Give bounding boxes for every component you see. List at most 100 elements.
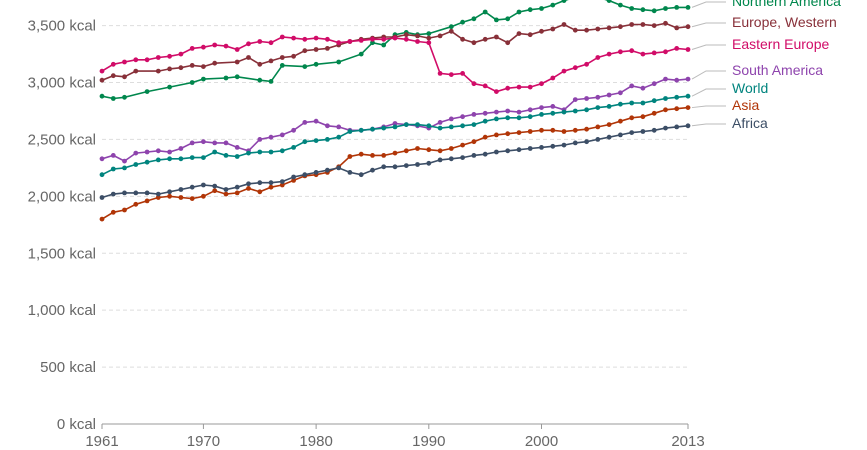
data-point: [674, 25, 680, 31]
data-point: [584, 61, 589, 67]
data-point: [561, 22, 567, 27]
data-point: [516, 109, 522, 115]
data-point: [370, 40, 375, 46]
data-point: [122, 158, 127, 164]
data-point: [527, 114, 533, 120]
data-point: [257, 189, 263, 195]
data-point: [561, 68, 567, 74]
data-point: [640, 7, 646, 13]
data-point: [358, 127, 364, 133]
data-point: [651, 8, 657, 14]
data-point: [110, 209, 116, 215]
data-point: [685, 5, 691, 10]
data-point: [99, 195, 105, 200]
data-point: [99, 77, 105, 83]
data-point: [279, 34, 285, 40]
data-point: [370, 167, 375, 173]
data-point: [212, 183, 218, 189]
data-point: [584, 27, 589, 33]
data-point: [618, 90, 623, 96]
data-point: [246, 55, 251, 60]
data-point: [212, 42, 218, 48]
data-point: [347, 39, 353, 44]
data-point: [629, 100, 635, 106]
data-point: [618, 2, 623, 8]
data-point: [246, 150, 251, 156]
data-point: [403, 32, 409, 38]
data-point: [279, 179, 285, 185]
data-point: [539, 6, 544, 11]
data-point: [336, 134, 342, 140]
data-point: [437, 120, 443, 125]
data-point: [392, 121, 398, 126]
data-point: [122, 190, 127, 196]
data-point: [629, 83, 635, 89]
data-point: [201, 76, 206, 82]
data-point: [516, 9, 522, 15]
data-point: [291, 127, 296, 133]
data-point: [572, 65, 578, 71]
data-point: [494, 109, 499, 115]
label-leader-line: [691, 105, 726, 109]
series-line-europe-western: [101, 22, 689, 81]
data-point: [437, 71, 443, 76]
data-point: [201, 182, 206, 188]
data-point: [122, 207, 127, 213]
data-point: [550, 104, 556, 109]
y-tick-label: 2,500 kcal: [28, 131, 96, 148]
data-point: [539, 145, 544, 150]
data-point: [144, 57, 150, 63]
data-point: [505, 85, 511, 91]
data-point: [155, 68, 161, 74]
data-point: [381, 42, 387, 48]
data-point: [257, 137, 263, 142]
data-point: [674, 77, 680, 83]
data-point: [505, 40, 511, 46]
data-point: [482, 134, 488, 140]
data-point: [133, 190, 139, 196]
series-label-northern-america: Northern America: [732, 0, 841, 9]
data-point: [505, 131, 511, 137]
data-point: [167, 84, 173, 90]
data-point: [313, 170, 319, 175]
label-leader-line: [691, 44, 726, 50]
data-point: [347, 170, 353, 175]
data-point: [178, 195, 184, 200]
data-point: [618, 49, 623, 55]
data-point: [178, 156, 184, 162]
data-point: [460, 155, 465, 161]
data-point: [618, 132, 623, 138]
data-point: [133, 162, 139, 167]
data-point: [561, 0, 567, 3]
x-axis-ticks: 1961 1970 1980 1990 2000 2013: [85, 424, 705, 450]
data-point: [246, 186, 251, 191]
data-point: [606, 122, 612, 127]
series-label-africa: Africa: [732, 115, 768, 131]
data-point: [189, 80, 195, 85]
data-point: [336, 59, 342, 65]
data-point: [381, 36, 387, 42]
data-point: [606, 104, 612, 109]
data-point: [415, 122, 420, 127]
data-point: [189, 63, 195, 68]
data-point: [482, 36, 488, 42]
data-point: [606, 92, 612, 98]
data-point: [471, 139, 477, 145]
data-point: [550, 26, 556, 32]
data-point: [268, 40, 274, 46]
data-point: [527, 7, 533, 13]
data-point: [618, 24, 623, 30]
data-point: [663, 125, 668, 131]
data-point: [471, 122, 477, 127]
data-point: [279, 55, 285, 60]
data-point: [685, 93, 691, 99]
data-point: [663, 20, 668, 26]
data-point: [572, 127, 578, 133]
data-point: [629, 6, 635, 11]
data-point: [178, 51, 184, 57]
data-point: [167, 66, 173, 72]
data-point: [381, 125, 387, 131]
data-point: [415, 39, 420, 44]
data-point: [403, 122, 409, 127]
